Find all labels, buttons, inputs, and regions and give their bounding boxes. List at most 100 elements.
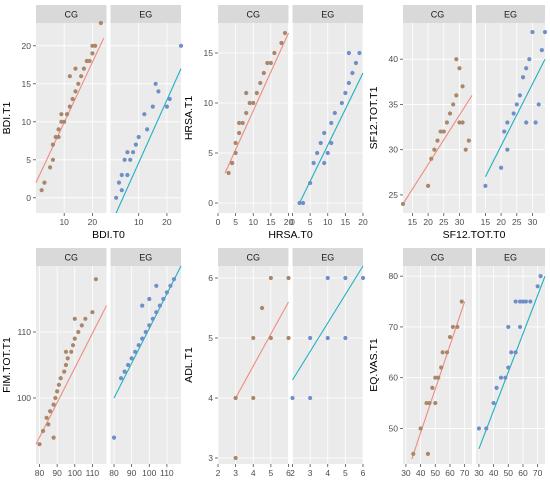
plot-panel [36, 266, 107, 464]
y-axis-title: HRSA.T1 [183, 96, 195, 141]
y-tick-label: 5 [26, 155, 31, 165]
data-point [147, 296, 152, 302]
x-tick-label: 10 [59, 217, 69, 227]
data-point [51, 435, 56, 440]
data-point [524, 120, 529, 125]
data-point [164, 104, 169, 109]
data-point [48, 409, 53, 414]
data-point [226, 170, 231, 176]
data-point [435, 138, 440, 143]
fit-line-cg [402, 95, 473, 205]
data-point [343, 335, 348, 341]
data-point [50, 157, 56, 162]
data-point [318, 140, 323, 146]
data-point [513, 299, 518, 304]
data-point [425, 183, 431, 188]
data-point [69, 349, 74, 354]
data-point [455, 324, 460, 330]
data-point [357, 50, 362, 56]
data-point [56, 382, 62, 387]
data-point [432, 147, 437, 152]
data-point [37, 442, 42, 447]
data-point [536, 102, 541, 107]
x-tick-label: 4 [251, 468, 256, 478]
data-point [322, 130, 327, 136]
data-point [130, 150, 136, 155]
data-point [73, 89, 78, 94]
x-tick-label: 2 [290, 468, 295, 478]
data-point [506, 365, 511, 370]
data-point [72, 336, 77, 341]
data-point [360, 275, 366, 281]
data-point [39, 188, 44, 193]
data-point [93, 277, 99, 282]
data-point [300, 200, 306, 206]
fit-line-eg [115, 68, 182, 214]
data-point [251, 395, 256, 401]
facet-strip-label: EG [139, 253, 152, 263]
facet-eg: EG 30 40 50 60 70 [474, 248, 546, 478]
data-point [441, 129, 446, 134]
data-point [59, 112, 64, 117]
data-point [167, 96, 172, 102]
data-point [156, 89, 161, 94]
data-point [444, 350, 450, 355]
data-point [42, 180, 47, 185]
facet-strip-label: EG [139, 10, 152, 20]
data-point [484, 426, 489, 431]
data-point [460, 84, 465, 89]
facet-strip [110, 5, 181, 23]
y-axis-title: SF12.TOT.T1 [368, 86, 380, 149]
x-tick-label: 70 [460, 468, 470, 478]
data-point [325, 275, 330, 281]
x-tick-label: 15 [481, 217, 491, 227]
data-point [315, 150, 320, 156]
data-point [505, 120, 510, 125]
x-tick-label: 10 [249, 217, 259, 227]
data-point [56, 127, 61, 132]
data-point [90, 310, 95, 315]
x-tick-label: 30 [474, 468, 484, 478]
x-tick-label: 25 [439, 217, 449, 227]
data-point [145, 127, 150, 132]
x-tick-label: 100 [142, 468, 156, 478]
data-point [346, 50, 351, 56]
data-point [122, 157, 127, 162]
data-point [440, 350, 445, 355]
data-point [483, 183, 488, 188]
data-point [332, 110, 337, 116]
data-point [430, 385, 435, 390]
fit-line-cg [224, 32, 290, 174]
data-point [53, 395, 58, 401]
data-point [111, 435, 117, 440]
x-tick-label: 20 [423, 217, 433, 227]
y-axis-title: EQ.VAS.T1 [368, 338, 380, 392]
data-point [476, 426, 482, 431]
x-axis-title: SF12.TOT.T0 [443, 229, 506, 241]
data-point [439, 365, 444, 370]
data-point [161, 296, 166, 302]
x-axis-title: BDI.T0 [92, 229, 125, 241]
data-point [73, 66, 78, 71]
data-point [459, 299, 464, 304]
data-point [55, 389, 60, 394]
y-tick-label: 6 [208, 273, 213, 283]
data-point [237, 130, 242, 136]
data-point [140, 336, 145, 341]
data-point [116, 180, 122, 185]
data-point [72, 316, 77, 321]
data-point [64, 112, 70, 117]
data-point [233, 150, 238, 156]
data-point [233, 455, 238, 461]
data-point [119, 188, 124, 193]
facet-strip [292, 5, 363, 23]
fit-line-cg [35, 305, 107, 445]
x-tick-label: 40 [489, 468, 499, 478]
data-point [87, 58, 92, 64]
chart-4: CG8090100110EG8090100110100110FIM.TOT.T0… [1, 248, 182, 478]
data-point [114, 195, 119, 200]
x-tick-label: 25 [512, 217, 522, 227]
facet-strip-label: CG [431, 10, 445, 20]
facet-eg: EG 80 90 100 110 [109, 248, 182, 478]
